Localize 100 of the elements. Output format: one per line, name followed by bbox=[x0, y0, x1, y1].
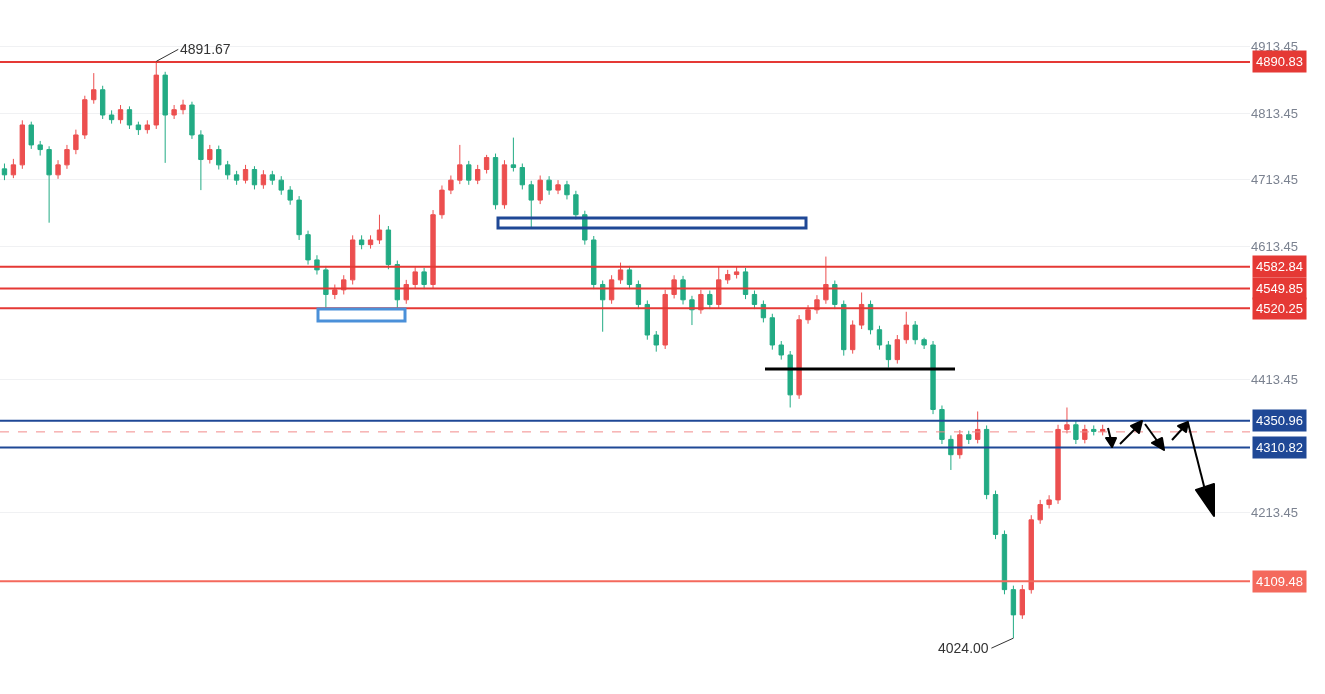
candlestick bbox=[1064, 406, 1070, 434]
candlestick bbox=[224, 160, 231, 180]
candlestick bbox=[492, 153, 499, 210]
candlestick bbox=[55, 159, 61, 180]
ref-line-label: 4582.84 bbox=[1256, 259, 1303, 274]
candlestick bbox=[278, 175, 284, 196]
candlestick bbox=[983, 424, 990, 500]
candlestick bbox=[1091, 424, 1097, 436]
candlestick bbox=[91, 72, 97, 105]
candlestick bbox=[948, 434, 954, 471]
candlestick bbox=[644, 299, 651, 341]
candlestick bbox=[430, 209, 436, 289]
y-tick-label: 4613.45 bbox=[1251, 238, 1298, 254]
candlestick bbox=[858, 291, 865, 330]
candlestick bbox=[519, 163, 526, 190]
candlestick bbox=[680, 275, 686, 305]
candlestick bbox=[385, 225, 392, 270]
candlestick bbox=[349, 234, 356, 286]
candlestick bbox=[930, 340, 936, 415]
candlestick bbox=[1055, 424, 1061, 505]
candlestick bbox=[787, 350, 793, 408]
ref-line-label: 4310.82 bbox=[1256, 440, 1303, 455]
candlestick bbox=[216, 145, 222, 171]
candlestick bbox=[358, 234, 365, 250]
candlestick bbox=[287, 185, 293, 206]
candlestick bbox=[474, 164, 481, 185]
candlestick bbox=[296, 195, 302, 241]
candlestick bbox=[73, 129, 79, 155]
candlestick bbox=[894, 334, 901, 365]
candlestick bbox=[992, 490, 999, 540]
candlestick bbox=[260, 169, 267, 190]
candlestick bbox=[242, 164, 249, 184]
candlestick bbox=[189, 101, 195, 140]
candlestick bbox=[19, 119, 26, 170]
candlestick bbox=[617, 262, 624, 285]
candlestick bbox=[367, 234, 374, 250]
candlestick bbox=[912, 320, 918, 345]
candlestick bbox=[108, 109, 115, 125]
candlestick bbox=[99, 85, 106, 120]
candlestick bbox=[546, 175, 552, 196]
candlestick bbox=[466, 160, 472, 186]
candlestick bbox=[769, 313, 776, 351]
candlestick bbox=[412, 266, 418, 289]
candlestick bbox=[1028, 514, 1034, 595]
candlestick bbox=[439, 184, 445, 220]
y-tick-label: 4713.45 bbox=[1251, 172, 1298, 188]
candlestick bbox=[751, 290, 758, 310]
candlestick bbox=[903, 311, 909, 345]
candlestick bbox=[626, 265, 633, 290]
candlestick bbox=[1019, 584, 1026, 620]
candlestick bbox=[707, 290, 713, 310]
candlestick bbox=[510, 137, 517, 173]
candlestick bbox=[591, 235, 597, 290]
candlestick bbox=[448, 174, 454, 195]
candlestick bbox=[876, 325, 883, 351]
candlestick bbox=[1046, 494, 1052, 510]
candlestick bbox=[662, 289, 668, 350]
ref-line-label: 4350.96 bbox=[1256, 413, 1303, 428]
candlestick bbox=[135, 121, 142, 136]
y-tick-label: 4213.45 bbox=[1251, 504, 1298, 520]
candlestick bbox=[1037, 499, 1043, 525]
candlestick bbox=[1073, 420, 1079, 445]
candlestick bbox=[805, 304, 811, 325]
candlestick bbox=[82, 95, 88, 140]
candlestick bbox=[323, 265, 329, 309]
candlestick bbox=[885, 340, 892, 369]
candlestick bbox=[555, 179, 561, 195]
candlestick bbox=[653, 330, 659, 353]
candlestick bbox=[421, 267, 427, 290]
y-tick-label: 4813.45 bbox=[1251, 105, 1298, 121]
candlestick bbox=[37, 140, 43, 157]
candlestick bbox=[716, 266, 722, 309]
candlestick bbox=[207, 144, 213, 165]
candlestick bbox=[849, 319, 856, 355]
candlestick bbox=[1, 163, 8, 181]
candlestick bbox=[796, 314, 802, 400]
ref-line-label: 4549.85 bbox=[1256, 281, 1303, 296]
candlestick bbox=[921, 337, 927, 350]
candlestick bbox=[171, 104, 177, 120]
candlestick bbox=[957, 429, 963, 460]
ref-line-label: 4890.83 bbox=[1256, 54, 1303, 69]
candlestick bbox=[117, 104, 124, 125]
candlestick bbox=[180, 99, 186, 115]
candlestick bbox=[1001, 529, 1008, 595]
candlestick bbox=[841, 299, 847, 357]
candlestick bbox=[966, 430, 972, 445]
candlestick bbox=[251, 165, 258, 190]
candlestick bbox=[733, 266, 740, 280]
candlestick bbox=[483, 154, 490, 174]
candlestick bbox=[573, 190, 579, 220]
candlestick bbox=[153, 60, 159, 130]
annotation: 4024.00 bbox=[938, 640, 989, 656]
candlestick bbox=[599, 280, 606, 333]
candlestick bbox=[457, 144, 463, 185]
candlestick bbox=[564, 180, 570, 200]
candlestick bbox=[376, 214, 383, 245]
candlestick bbox=[332, 284, 338, 300]
candlestick bbox=[144, 119, 151, 135]
candlestick bbox=[269, 170, 276, 186]
candlestick bbox=[28, 121, 34, 150]
